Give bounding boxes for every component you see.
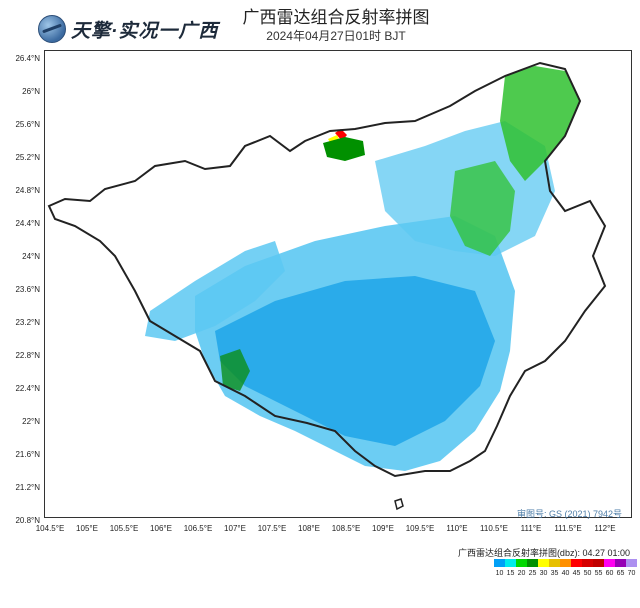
approval-number: 审图号: GS (2021) 7942号	[516, 509, 622, 519]
lat-label: 24.4°N	[15, 219, 40, 228]
lat-label: 21.2°N	[15, 483, 40, 492]
lat-label: 25.2°N	[15, 153, 40, 162]
lat-label: 22°N	[22, 417, 40, 426]
legend-value: 70	[627, 570, 636, 577]
lon-label: 111°E	[520, 524, 542, 533]
radar-map-canvas	[47, 61, 607, 511]
lat-label: 22.4°N	[15, 384, 40, 393]
legend-swatch	[571, 559, 582, 567]
lon-label: 108°E	[298, 524, 320, 533]
legend-swatch	[560, 559, 571, 567]
echo-medium-core	[215, 276, 495, 446]
echo-light-west	[145, 241, 285, 341]
echo-green-ne	[500, 66, 580, 181]
logo: 天擎·实况一广西	[38, 14, 218, 44]
echo-green-sw	[220, 349, 250, 391]
map-title: 广西雷达组合反射率拼图	[242, 8, 430, 27]
logo-text: 天擎·实况一广西	[71, 20, 219, 42]
lat-label: 23.6°N	[15, 285, 40, 294]
legend-value: 10	[495, 570, 504, 577]
echo-green-north	[323, 137, 365, 161]
map-subtitle: 2024年04月27日01时 BJT	[266, 29, 406, 43]
legend-swatch	[494, 559, 505, 567]
legend-swatch	[527, 559, 538, 567]
legend-value: 45	[572, 570, 581, 577]
legend-swatch	[505, 559, 516, 567]
lon-label: 110.5°E	[480, 524, 508, 533]
legend-swatch	[626, 559, 637, 567]
legend-value: 20	[517, 570, 526, 577]
legend-swatch	[604, 559, 615, 567]
lon-label: 107.5°E	[257, 524, 287, 533]
legend-swatch	[549, 559, 560, 567]
legend-title: 广西雷达组合反射率拼图(dbz): 04.27 01:00	[457, 548, 630, 558]
legend-value: 30	[539, 570, 548, 577]
lon-label: 109.5°E	[405, 524, 435, 533]
lat-label: 21.6°N	[15, 450, 40, 459]
lon-label: 110°E	[446, 524, 468, 533]
legend-swatch	[538, 559, 549, 567]
guangxi-boundary	[47, 61, 607, 478]
legend-swatch	[582, 559, 593, 567]
lat-label: 22.8°N	[15, 351, 40, 360]
legend-color-bar	[494, 559, 637, 567]
lon-label: 106°E	[150, 524, 172, 533]
island-weizhou	[394, 498, 404, 511]
legend-swatch	[593, 559, 604, 567]
lat-label: 26°N	[22, 87, 40, 96]
lat-label: 26.4°N	[15, 54, 40, 63]
lat-label: 24°N	[22, 252, 40, 261]
globe-icon	[38, 15, 66, 43]
lat-label: 20.8°N	[15, 516, 40, 525]
legend-value: 35	[550, 570, 559, 577]
legend-swatch	[615, 559, 626, 567]
lon-label: 108.5°E	[331, 524, 361, 533]
legend-swatch	[516, 559, 527, 567]
radar-map	[44, 50, 632, 518]
legend-value: 55	[594, 570, 603, 577]
lon-label: 109°E	[372, 524, 394, 533]
radar-echo-layer	[145, 66, 580, 471]
lon-label: 111.5°E	[554, 524, 582, 533]
lon-label: 107°E	[224, 524, 246, 533]
legend-value: 65	[616, 570, 625, 577]
legend-value: 25	[528, 570, 537, 577]
lon-label: 106.5°E	[183, 524, 213, 533]
legend-labels: 10 15 20 25 30 35 40 45 50 55 60 65 70	[494, 570, 637, 577]
legend-value: 15	[506, 570, 515, 577]
legend-value: 60	[605, 570, 614, 577]
lat-label: 25.6°N	[15, 120, 40, 129]
lat-label: 24.8°N	[15, 186, 40, 195]
legend-value: 50	[583, 570, 592, 577]
lon-label: 112°E	[594, 524, 616, 533]
map-header: 天擎·实况一广西 广西雷达组合反射率拼图 2024年04月27日01时 BJT	[0, 0, 640, 46]
lon-label: 104.5°E	[35, 524, 65, 533]
echo-green-mid	[450, 161, 515, 256]
lat-label: 23.2°N	[15, 318, 40, 327]
legend-value: 40	[561, 570, 570, 577]
lon-label: 105.5°E	[109, 524, 139, 533]
lon-label: 105°E	[76, 524, 98, 533]
